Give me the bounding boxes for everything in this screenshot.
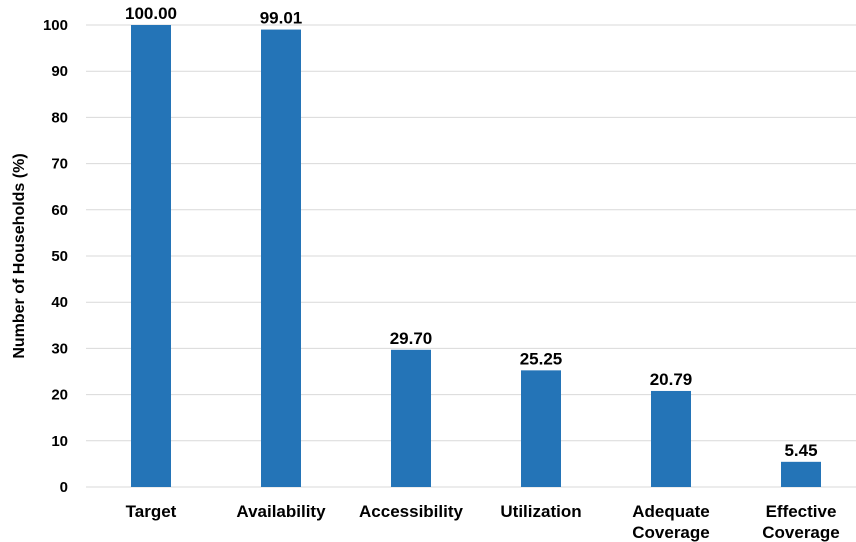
bar [521,370,561,487]
y-tick-label: 0 [60,479,68,496]
y-tick-label: 80 [51,109,68,126]
x-category-label: Adequate Coverage [632,502,709,542]
y-tick-label: 20 [51,387,68,404]
y-axis-title: Number of Households (%) [11,153,28,358]
value-label: 5.45 [784,441,817,460]
y-axis-ticks: 0 10 20 30 40 50 60 70 80 90 100 [43,17,68,496]
bar [651,390,691,487]
bars [131,25,821,488]
value-label: 100.00 [125,4,177,23]
y-tick-label: 10 [51,433,68,450]
y-tick-label: 70 [51,156,68,173]
x-category-label: Target [126,502,177,521]
x-category-label: Availability [236,502,326,521]
x-category-label: Accessibility [359,502,463,521]
bar [781,461,821,487]
bar [261,29,301,488]
y-tick-label: 40 [51,294,68,311]
y-tick-label: 60 [51,202,68,219]
y-tick-label: 50 [51,248,68,265]
bar [391,349,431,487]
value-label: 99.01 [260,9,303,28]
y-tick-label: 90 [51,63,68,80]
y-tick-label: 30 [51,340,68,357]
x-category-label: Utilization [500,502,581,521]
bar [131,25,171,487]
x-axis-categories: Target Availability Accessibility Utilizati… [126,502,840,542]
value-labels: 100.00 99.01 29.70 25.25 20.79 5.45 [125,4,818,460]
y-tick-label: 100 [43,17,68,34]
value-label: 29.70 [390,329,433,348]
value-label: 20.79 [650,370,693,389]
value-label: 25.25 [520,349,563,368]
x-category-label: Effective Coverage [762,502,839,542]
gridlines [86,24,856,488]
